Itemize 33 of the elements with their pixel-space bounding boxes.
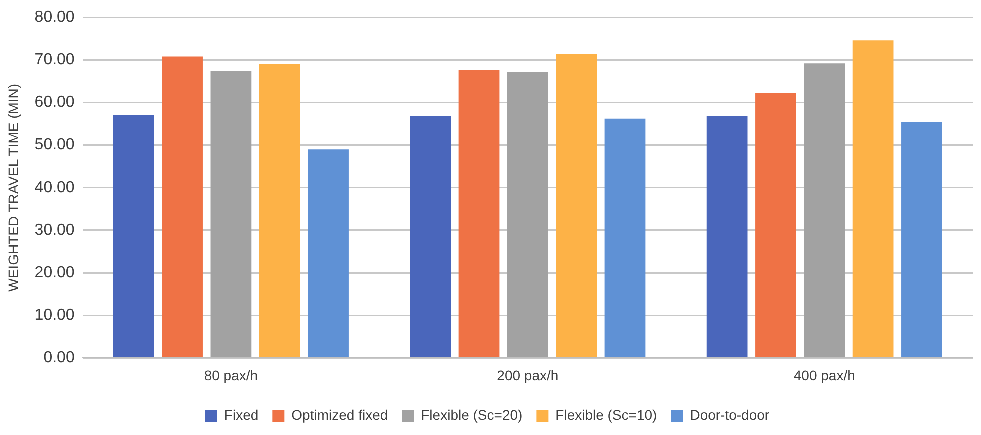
y-tick-label: 70.00 — [34, 52, 75, 69]
bar — [556, 54, 598, 358]
y-axis-title: WEIGHTED TRAVEL TIME (MIN) — [5, 84, 22, 292]
x-tick-label: 200 pax/h — [497, 367, 559, 384]
bar — [259, 64, 300, 358]
legend-label: Flexible (Sc=20) — [421, 406, 523, 423]
bar — [604, 118, 646, 358]
y-tick-label: 60.00 — [34, 94, 75, 112]
bar — [113, 116, 154, 358]
legend-label: Flexible (Sc=10) — [556, 406, 658, 423]
x-tick-label: 80 pax/h — [204, 367, 258, 384]
bar — [804, 64, 846, 358]
y-tick-label: 80.00 — [34, 9, 75, 26]
bar — [852, 40, 894, 358]
bar — [756, 93, 796, 358]
bar — [410, 116, 452, 358]
y-tick-label: 0.00 — [44, 350, 75, 367]
y-tick-label: 50.00 — [34, 136, 75, 154]
bar — [210, 71, 252, 358]
legend-label: Optimized fixed — [292, 406, 388, 423]
bar — [308, 150, 349, 358]
y-tick-label: 20.00 — [34, 264, 75, 282]
y-tick-label: 10.00 — [34, 307, 75, 324]
bar — [706, 116, 748, 358]
y-tick-label: 30.00 — [34, 222, 75, 239]
bar — [902, 122, 942, 358]
y-tick-label: 40.00 — [34, 179, 75, 196]
bar — [507, 72, 548, 358]
x-tick-label: 400 pax/h — [794, 367, 856, 384]
legend-label: Door-to-door — [690, 406, 770, 423]
legend-label: Fixed — [224, 406, 259, 423]
bar — [458, 70, 500, 358]
bar — [162, 56, 203, 358]
